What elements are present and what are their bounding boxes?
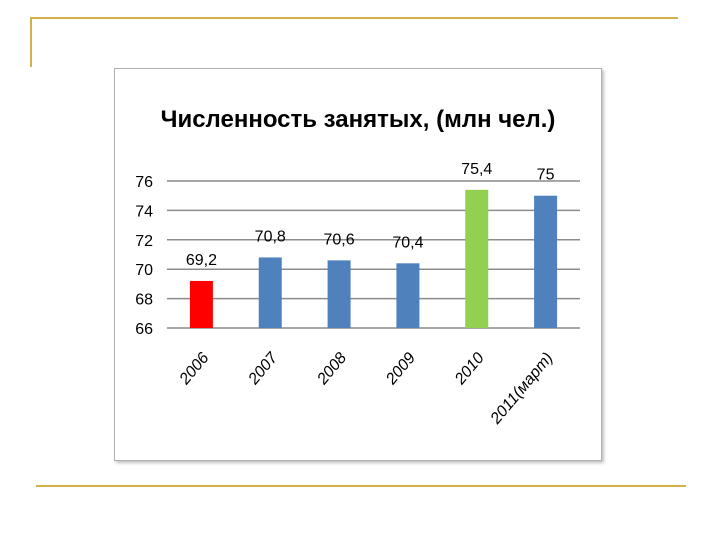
data-label: 70,8 bbox=[255, 228, 286, 245]
bar-2007 bbox=[258, 257, 282, 328]
y-axis-ticks: 66 68 70 72 74 76 bbox=[135, 174, 153, 338]
y-tick-label: 68 bbox=[135, 292, 153, 309]
y-tick-label: 70 bbox=[135, 262, 153, 279]
data-labels: 69,2 70,8 70,6 70,4 75,4 75 bbox=[186, 161, 555, 269]
y-tick-label: 66 bbox=[135, 321, 153, 338]
bar-2010 bbox=[465, 189, 489, 328]
data-label: 75,4 bbox=[461, 161, 492, 178]
bar-chart: Численность занятых, (млн чел.) 66 68 70 72… bbox=[135, 106, 580, 428]
bars bbox=[189, 189, 558, 328]
y-tick-label: 74 bbox=[135, 203, 153, 220]
grid-lines bbox=[167, 180, 580, 329]
data-label: 70,6 bbox=[324, 231, 355, 248]
x-tick-label: 2010 bbox=[451, 350, 488, 389]
chart-title: Численность занятых, (млн чел.) bbox=[161, 106, 556, 133]
x-tick-label: 2009 bbox=[382, 350, 419, 389]
decor-bottom-line bbox=[36, 485, 686, 487]
data-label: 75 bbox=[537, 167, 555, 184]
bar-2008 bbox=[327, 260, 351, 328]
x-tick-label: 2006 bbox=[176, 350, 213, 389]
x-tick-label: 2011(март) bbox=[487, 350, 557, 428]
y-tick-label: 76 bbox=[135, 174, 153, 191]
bar-2011(март) bbox=[534, 195, 558, 328]
bar-2006 bbox=[189, 280, 213, 328]
x-tick-label: 2007 bbox=[245, 349, 282, 389]
decor-left-line bbox=[30, 17, 32, 67]
decor-top-line bbox=[30, 17, 678, 19]
data-label: 69,2 bbox=[186, 252, 217, 269]
chart-frame: Численность занятых, (млн чел.) 66 68 70 72… bbox=[114, 68, 602, 461]
bar-2009 bbox=[396, 263, 420, 328]
x-axis-labels: 2006 2007 2008 2009 2010 2011(март) bbox=[176, 349, 557, 428]
data-label: 70,4 bbox=[392, 234, 423, 251]
y-tick-label: 72 bbox=[135, 233, 153, 250]
x-tick-label: 2008 bbox=[314, 350, 351, 389]
